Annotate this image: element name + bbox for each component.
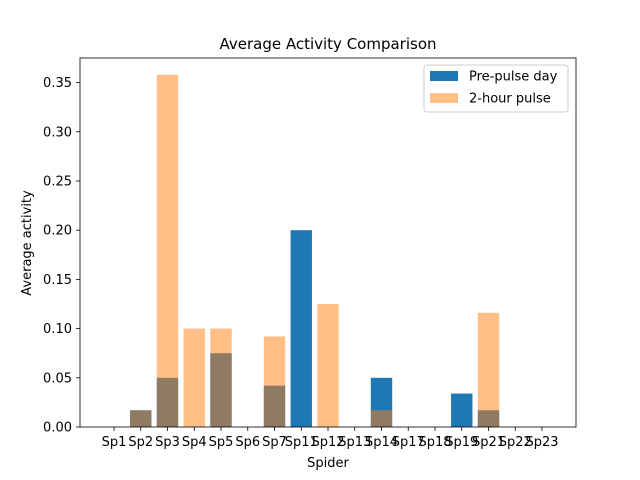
x-tick-label: Sp17 bbox=[392, 435, 425, 450]
x-tick-label: Sp7 bbox=[262, 435, 287, 450]
legend-label-series2: 2-hour pulse bbox=[469, 92, 551, 107]
x-tick-label: Sp21 bbox=[472, 435, 505, 450]
x-tick-label: Sp22 bbox=[499, 435, 532, 450]
y-axis-label: Average activity bbox=[20, 190, 35, 296]
legend-box bbox=[423, 64, 569, 113]
x-axis-label: Spider bbox=[307, 456, 349, 471]
x-tick-label: Sp12 bbox=[311, 435, 344, 450]
y-tick-label: 0.00 bbox=[43, 421, 72, 436]
y-tick-label: 0.10 bbox=[43, 322, 72, 337]
y-tick-label: 0.05 bbox=[43, 371, 72, 386]
x-tick-label: Sp11 bbox=[285, 435, 318, 450]
bar-series1-sp11 bbox=[290, 230, 312, 427]
x-tick-label: Sp2 bbox=[128, 435, 153, 450]
x-tick-label: Sp5 bbox=[209, 435, 234, 450]
x-tick-label: Sp14 bbox=[365, 435, 398, 450]
bar-series2-sp14 bbox=[370, 410, 393, 427]
x-tick-label: Sp4 bbox=[182, 435, 207, 450]
x-tick-label: Sp18 bbox=[418, 435, 451, 450]
bar-series2-sp12 bbox=[317, 304, 339, 427]
y-tick-label: 0.30 bbox=[43, 125, 72, 140]
x-tick-label: Sp3 bbox=[155, 435, 180, 450]
x-tick-label: Sp6 bbox=[235, 435, 260, 450]
bar-series2-sp4 bbox=[183, 328, 205, 427]
y-tick-label: 0.25 bbox=[43, 175, 72, 190]
x-tick-label: Sp13 bbox=[338, 435, 371, 450]
bar-series1-sp19 bbox=[451, 393, 473, 427]
legend-swatch-series2 bbox=[430, 93, 458, 103]
bar-series2-sp3 bbox=[156, 74, 179, 427]
x-tick-label: Sp23 bbox=[525, 435, 558, 450]
y-tick-label: 0.35 bbox=[43, 76, 72, 91]
y-tick-label: 0.15 bbox=[43, 273, 72, 288]
x-tick-label: Sp19 bbox=[445, 435, 478, 450]
legend-swatch-series1 bbox=[430, 71, 458, 81]
bar-series2-sp7 bbox=[263, 336, 286, 427]
bar-series2-sp21 bbox=[477, 312, 500, 427]
bar-series2-sp2 bbox=[130, 410, 152, 427]
chart-title: Average Activity Comparison bbox=[219, 35, 436, 53]
x-tick-label: Sp1 bbox=[102, 435, 127, 450]
y-tick-label: 0.20 bbox=[43, 224, 72, 239]
legend-label-series1: Pre-pulse day bbox=[469, 70, 558, 85]
bar-series2-sp5 bbox=[210, 328, 232, 427]
legend: Pre-pulse day 2-hour pulse bbox=[423, 64, 569, 113]
